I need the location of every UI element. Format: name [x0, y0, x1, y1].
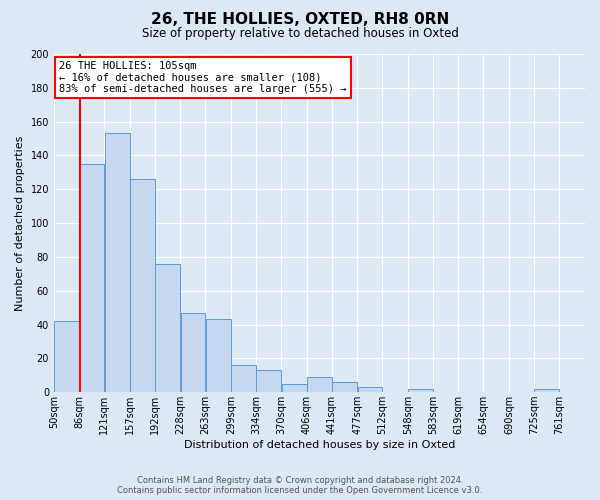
Bar — [104, 134, 130, 392]
Bar — [181, 312, 205, 392]
Text: Size of property relative to detached houses in Oxted: Size of property relative to detached ho… — [142, 28, 458, 40]
Bar — [408, 389, 433, 392]
Bar — [206, 320, 230, 392]
Bar — [256, 370, 281, 392]
Bar — [54, 321, 79, 392]
Text: 26 THE HOLLIES: 105sqm
← 16% of detached houses are smaller (108)
83% of semi-de: 26 THE HOLLIES: 105sqm ← 16% of detached… — [59, 61, 347, 94]
Bar — [281, 384, 307, 392]
Text: 26, THE HOLLIES, OXTED, RH8 0RN: 26, THE HOLLIES, OXTED, RH8 0RN — [151, 12, 449, 28]
Text: Contains HM Land Registry data © Crown copyright and database right 2024.
Contai: Contains HM Land Registry data © Crown c… — [118, 476, 482, 495]
Bar — [155, 264, 180, 392]
Bar — [231, 365, 256, 392]
Bar — [130, 179, 155, 392]
Bar — [358, 387, 382, 392]
Bar — [80, 164, 104, 392]
Y-axis label: Number of detached properties: Number of detached properties — [15, 136, 25, 311]
Bar — [332, 382, 357, 392]
X-axis label: Distribution of detached houses by size in Oxted: Distribution of detached houses by size … — [184, 440, 455, 450]
Bar — [534, 389, 559, 392]
Bar — [307, 377, 332, 392]
